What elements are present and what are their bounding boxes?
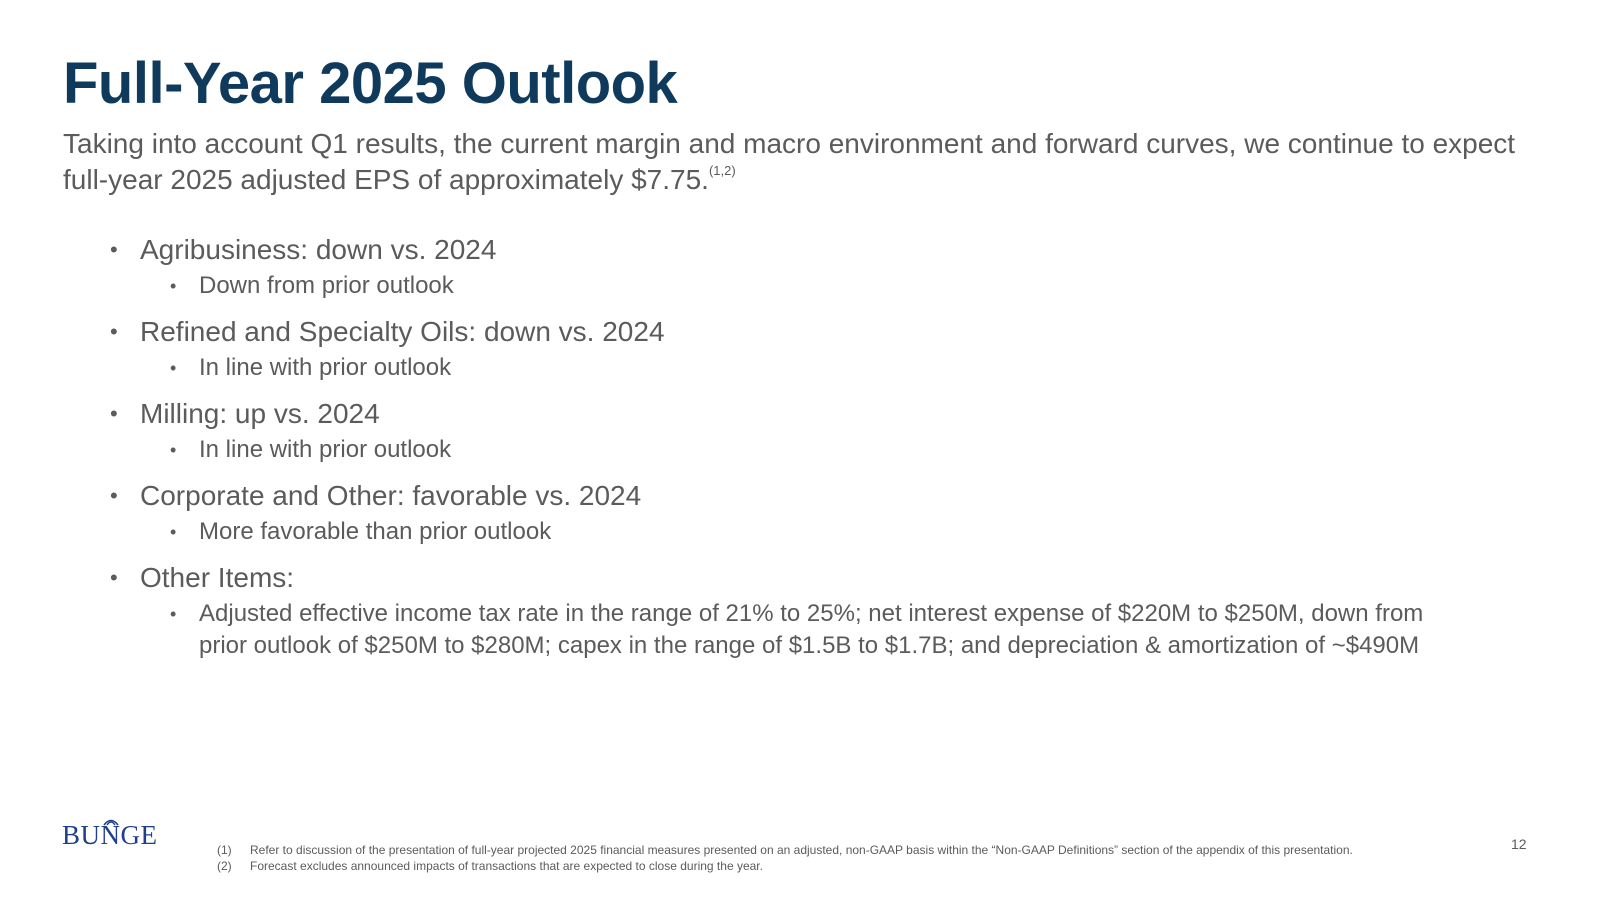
sub-bullet-text: More favorable than prior outlook (199, 518, 552, 545)
bullet-text: Other Items: (140, 562, 295, 593)
sub-bullet: • In line with prior outlook (170, 352, 1450, 384)
sub-bullet-text: In line with prior outlook (199, 436, 452, 463)
bullet-other-items: • Other Items: • Adjusted effective income… (110, 558, 1450, 662)
sub-bullet-dot: • (170, 276, 177, 296)
sub-bullet: • In line with prior outlook (170, 434, 1450, 466)
footnote-text: Refer to discussion of the presentation … (250, 843, 1353, 857)
outlook-bullet-list: • Agribusiness: down vs. 2024 • Down from … (110, 230, 1450, 672)
subtitle-footnote-ref: (1,2) (708, 163, 736, 178)
footnote-number: (2) (217, 859, 232, 873)
sub-bullet-text: Down from prior outlook (199, 272, 454, 299)
sub-bullet: • Adjusted effective income tax rate in t… (170, 598, 1450, 662)
sub-bullet-text: Adjusted effective income tax rate in th… (199, 600, 1424, 659)
logo-wheat-mark-icon (103, 819, 119, 826)
bullet-text: Milling: up vs. 2024 (140, 398, 380, 429)
bullet-text: Refined and Specialty Oils: down vs. 202… (140, 316, 665, 347)
bullet-refined-specialty-oils: • Refined and Specialty Oils: down vs. 20… (110, 312, 1450, 384)
bullet-milling: • Milling: up vs. 2024 • In line with prio… (110, 394, 1450, 466)
sub-bullet-text: In line with prior outlook (199, 354, 452, 381)
footnote-text: Forecast excludes announced impacts of t… (250, 859, 763, 873)
sub-bullet-dot: • (170, 522, 177, 542)
footnote-number: (1) (217, 843, 232, 857)
subtitle-text: Taking into account Q1 results, the curr… (63, 128, 1516, 195)
footnote-1: (1) Refer to discussion of the presentati… (217, 842, 1353, 858)
bullet-text: Corporate and Other: favorable vs. 2024 (140, 480, 642, 511)
sub-bullet: • More favorable than prior outlook (170, 516, 1450, 548)
sub-bullet: • Down from prior outlook (170, 270, 1450, 302)
slide-title: Full-Year 2025 Outlook (63, 51, 678, 116)
sub-bullet-dot: • (170, 440, 177, 460)
slide-subtitle: Taking into account Q1 results, the curr… (63, 126, 1533, 198)
sub-bullet-dot: • (170, 358, 177, 378)
footnote-2: (2) Forecast excludes announced impacts o… (217, 858, 1353, 874)
bullet-dot: • (110, 483, 118, 508)
bullet-dot: • (110, 237, 118, 262)
footnotes: (1) Refer to discussion of the presentati… (217, 842, 1353, 874)
bullet-dot: • (110, 565, 118, 590)
sub-bullet-dot: • (170, 604, 177, 624)
bullet-dot: • (110, 319, 118, 344)
bullet-corporate-other: • Corporate and Other: favorable vs. 2024… (110, 476, 1450, 548)
page-number: 12 (1511, 836, 1527, 852)
bullet-text: Agribusiness: down vs. 2024 (140, 234, 497, 265)
bullet-agribusiness: • Agribusiness: down vs. 2024 • Down from … (110, 230, 1450, 302)
bunge-logo: BUNGE (62, 818, 186, 850)
bullet-dot: • (110, 401, 118, 426)
logo-text: BUNGE (62, 820, 158, 850)
